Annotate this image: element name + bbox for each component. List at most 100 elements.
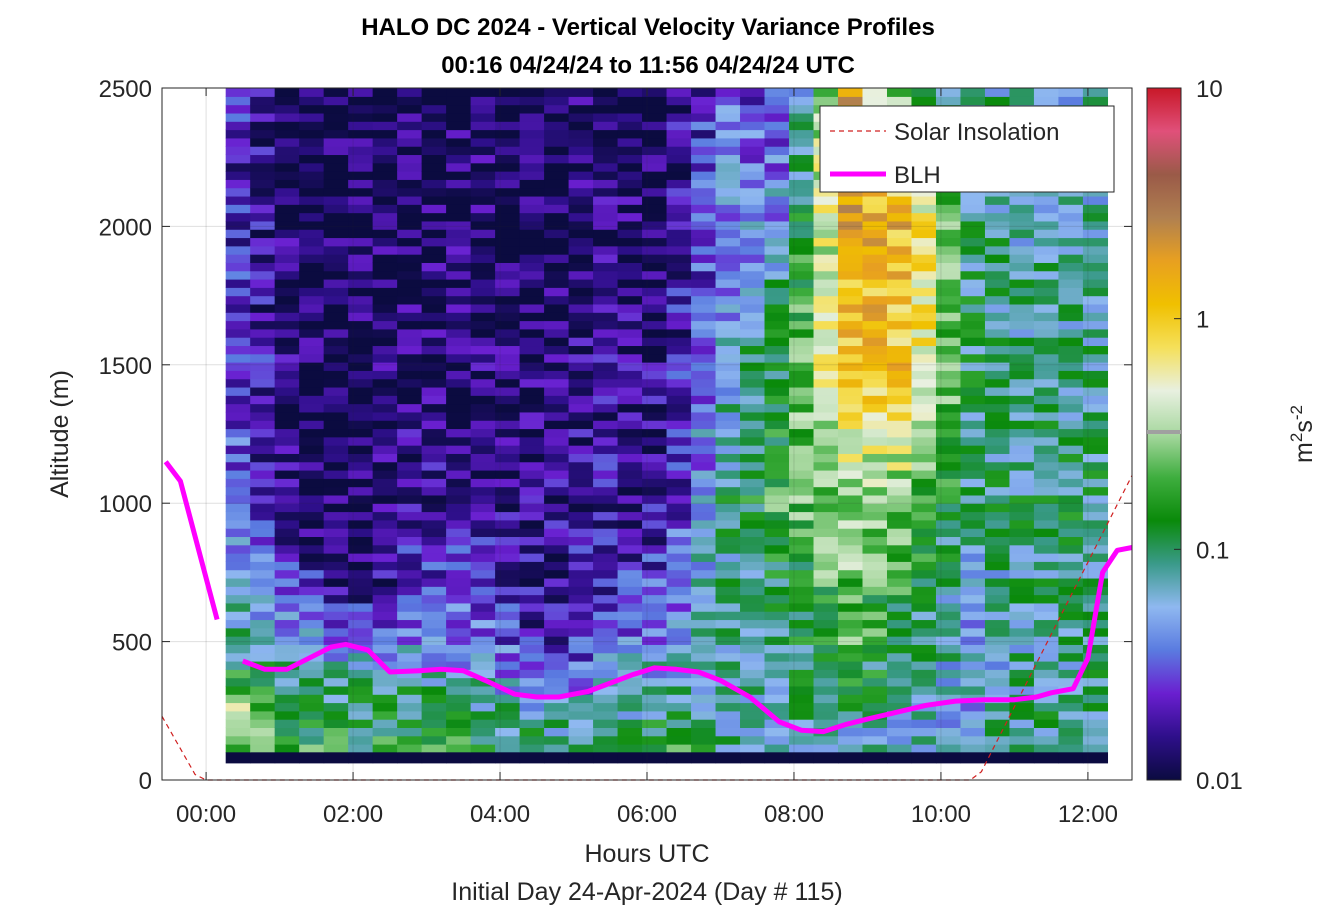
heatmap-cell: [862, 577, 888, 587]
heatmap-cell: [519, 660, 545, 670]
heatmap-cell: [299, 727, 325, 737]
heatmap-cell: [666, 146, 692, 156]
heatmap-cell: [740, 702, 766, 712]
heatmap-cell: [691, 162, 717, 172]
heatmap-cell: [886, 237, 913, 247]
heatmap-cell: [715, 511, 741, 521]
heatmap-cell: [1009, 486, 1035, 496]
heatmap-cell: [274, 262, 300, 272]
heatmap-cell: [911, 362, 937, 371]
heatmap-cell: [568, 270, 594, 280]
heatmap-cell: [446, 428, 472, 438]
heatmap-cell: [372, 204, 398, 214]
heatmap-cell: [666, 262, 692, 272]
heatmap-cell: [250, 212, 276, 222]
heatmap-cell: [984, 245, 1011, 255]
heatmap-cell: [397, 436, 423, 446]
heatmap-cell: [274, 312, 300, 322]
heatmap-cell: [886, 96, 913, 106]
heatmap-cell: [666, 88, 692, 97]
heatmap-cell: [666, 370, 692, 380]
heatmap-cell: [935, 569, 962, 579]
heatmap-cell: [372, 137, 398, 147]
heatmap-cell: [250, 104, 276, 114]
heatmap-cell: [764, 494, 790, 504]
heatmap-cell: [1009, 320, 1035, 330]
heatmap-cell: [519, 553, 545, 562]
heatmap-cell: [715, 129, 741, 139]
heatmap-cell: [299, 362, 325, 371]
heatmap-cell: [764, 129, 790, 139]
heatmap-cell: [666, 195, 692, 205]
heatmap-cell: [642, 461, 668, 471]
heatmap-cell: [691, 411, 717, 421]
heatmap-cell: [911, 270, 937, 280]
heatmap-cell: [789, 644, 815, 654]
heatmap-cell: [691, 694, 717, 704]
heatmap-cell: [544, 553, 570, 562]
heatmap-cell: [470, 694, 496, 704]
heatmap-cell: [960, 577, 986, 587]
heatmap-cell: [568, 553, 594, 562]
heatmap-cell: [617, 129, 643, 139]
heatmap-cell: [372, 362, 398, 371]
heatmap-cell: [764, 752, 790, 764]
heatmap-cell: [617, 370, 643, 380]
heatmap-cell: [348, 262, 374, 272]
heatmap-cell: [225, 295, 251, 305]
heatmap-cell: [935, 88, 962, 97]
heatmap-cell: [593, 453, 619, 463]
heatmap-cell: [372, 229, 398, 239]
heatmap-cell: [323, 519, 349, 529]
colorbar-tick-label: 1: [1196, 307, 1209, 334]
heatmap-cell: [1009, 254, 1035, 263]
heatmap-cell: [348, 237, 374, 247]
heatmap-cell: [1082, 694, 1109, 704]
heatmap-cell: [225, 553, 251, 562]
heatmap-cell: [544, 370, 570, 380]
heatmap-cell: [544, 146, 570, 156]
heatmap-cell: [813, 345, 839, 355]
heatmap-cell: [299, 611, 325, 621]
heatmap-cell: [960, 345, 986, 355]
heatmap-cell: [372, 104, 398, 114]
heatmap-cell: [299, 237, 325, 247]
heatmap-cell: [446, 362, 472, 371]
heatmap-cell: [740, 735, 766, 745]
heatmap-cell: [838, 544, 864, 554]
heatmap-cell: [1009, 660, 1035, 670]
heatmap-cell: [397, 204, 423, 214]
heatmap-cell: [372, 528, 398, 538]
heatmap-cell: [225, 112, 251, 122]
heatmap-cell: [544, 195, 570, 205]
heatmap-cell: [323, 685, 349, 695]
heatmap-cell: [470, 262, 496, 272]
heatmap-cell: [935, 685, 962, 695]
heatmap-cell: [789, 345, 815, 355]
heatmap-cell: [960, 362, 986, 371]
heatmap-cell: [225, 137, 251, 147]
heatmap-cell: [421, 386, 447, 396]
heatmap-cell: [984, 378, 1011, 388]
heatmap-cell: [495, 386, 521, 396]
heatmap-cell: [642, 544, 668, 554]
heatmap-cell: [691, 436, 717, 446]
heatmap-cell: [764, 362, 790, 371]
heatmap-cell: [225, 353, 251, 363]
heatmap-cell: [1058, 411, 1084, 421]
heatmap-cell: [935, 420, 962, 430]
heatmap-cell: [960, 569, 986, 579]
heatmap-cell: [764, 669, 790, 679]
heatmap-cell: [789, 561, 815, 571]
heatmap-cell: [715, 710, 741, 720]
heatmap-cell: [691, 270, 717, 280]
heatmap-cell: [372, 403, 398, 413]
heatmap-cell: [886, 436, 913, 446]
heatmap-cell: [911, 195, 937, 205]
heatmap-cell: [715, 544, 741, 554]
heatmap-cell: [323, 586, 349, 596]
heatmap-cell: [348, 553, 374, 562]
heatmap-cell: [250, 378, 276, 388]
heatmap-cell: [299, 744, 325, 753]
heatmap-cell: [666, 345, 692, 355]
